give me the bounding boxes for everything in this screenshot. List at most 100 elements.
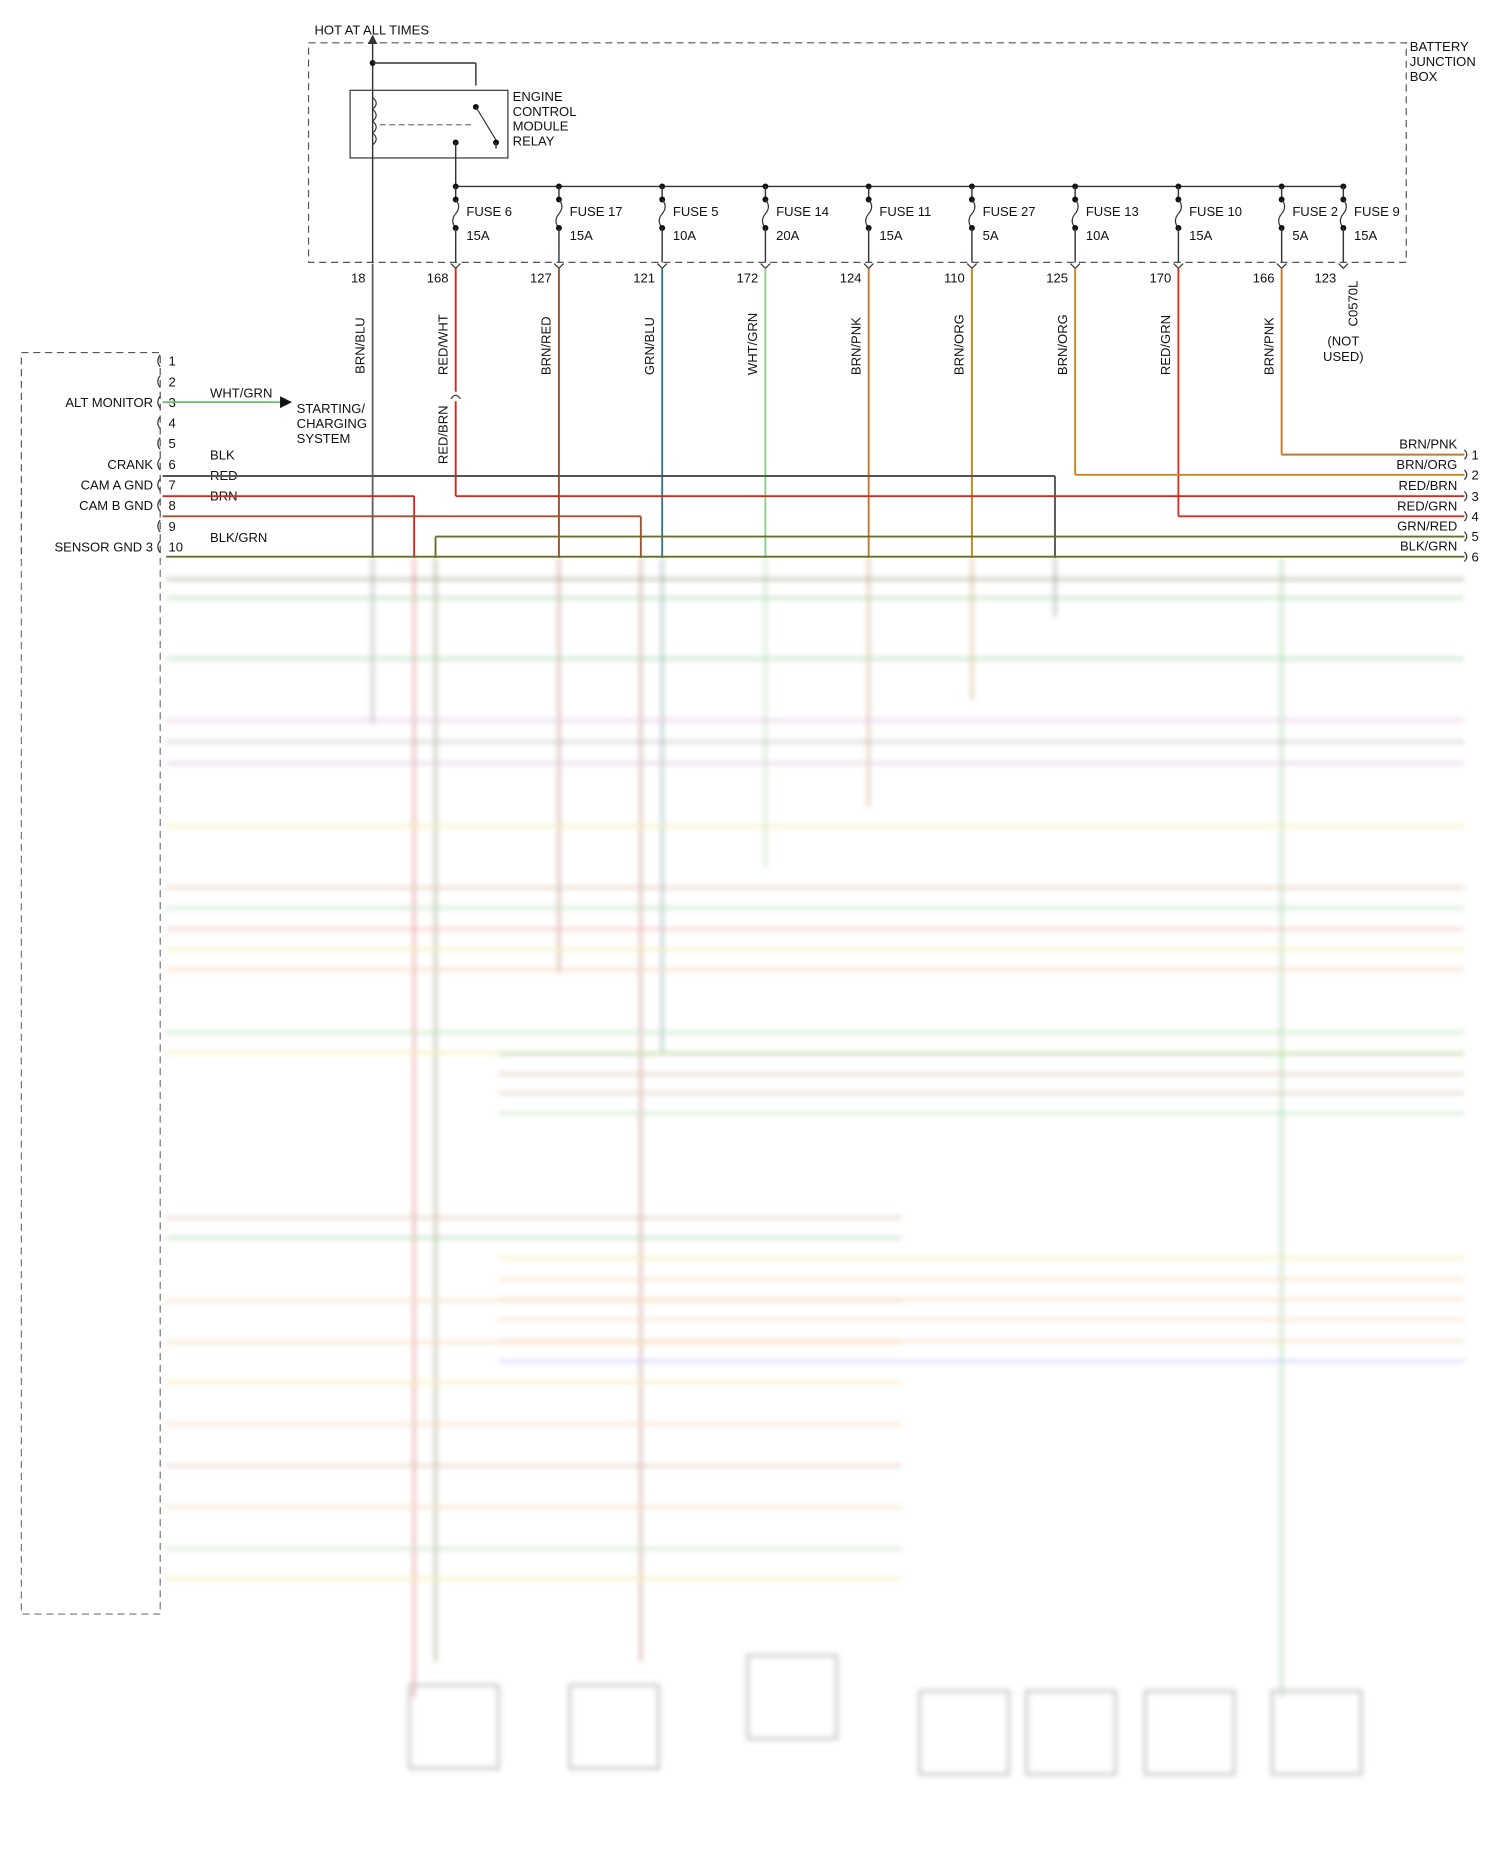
relay-switch <box>475 106 497 141</box>
junction-dot <box>968 183 975 190</box>
label: 10A <box>673 228 697 243</box>
pin <box>157 416 161 430</box>
label: RED/GRN <box>1397 498 1457 513</box>
wire-label: RED/BRN <box>435 405 450 464</box>
label: 7 <box>169 478 176 493</box>
label: 10 <box>169 539 184 554</box>
label: FUSE 14 <box>776 204 829 219</box>
junction-dot <box>659 183 666 190</box>
label: RED/BRN <box>1399 478 1458 493</box>
pin <box>1463 511 1468 522</box>
label: CRANK <box>107 457 153 472</box>
fuse <box>452 199 460 229</box>
blurred-area <box>0 557 1500 1861</box>
pin <box>760 263 771 270</box>
label: 123 <box>1314 271 1336 286</box>
pin <box>1463 449 1468 460</box>
wire-label: BRN/PNK <box>848 317 863 375</box>
label: 5 <box>1472 529 1479 544</box>
pin <box>157 395 161 409</box>
label: CAM B GND <box>79 498 153 513</box>
label: BLK <box>210 447 235 462</box>
label: 6 <box>169 457 176 472</box>
label: 5A <box>1292 228 1308 243</box>
label: 5A <box>983 228 999 243</box>
label: 172 <box>737 271 759 286</box>
fuse <box>761 199 769 229</box>
pin <box>1069 263 1081 270</box>
wire-label: BRN/PNK <box>1261 317 1276 375</box>
label: BLK/GRN <box>1400 539 1457 554</box>
junction-dot <box>1278 183 1285 190</box>
label: GRN/RED <box>1397 519 1457 534</box>
pin <box>157 540 161 554</box>
label: 10A <box>1086 228 1110 243</box>
wire-label: BRN/RED <box>539 316 554 375</box>
label: ENGINE <box>513 89 563 104</box>
label: FUSE 6 <box>466 204 512 219</box>
fuse <box>658 199 666 229</box>
label: MODULE <box>513 119 569 134</box>
label: 15A <box>1189 228 1213 243</box>
pin <box>1463 551 1468 562</box>
relay-coil <box>371 96 377 146</box>
label: 15A <box>879 228 903 243</box>
pin <box>1463 469 1468 480</box>
arrow <box>367 34 378 45</box>
label: 5 <box>169 436 176 451</box>
pin <box>966 263 978 270</box>
label: 15A <box>570 228 594 243</box>
label: 18 <box>351 271 366 286</box>
wire-label: GRN/BLU <box>642 317 657 375</box>
label: 124 <box>840 271 862 286</box>
label: FUSE 11 <box>879 204 931 219</box>
label: BLK/GRN <box>210 530 267 545</box>
label: 110 <box>944 271 965 286</box>
label: BOX <box>1410 69 1438 84</box>
label: 121 <box>633 271 655 286</box>
label: JUNCTION <box>1410 54 1476 69</box>
wire-label: RED/GRN <box>1158 315 1173 375</box>
label: 4 <box>169 416 176 431</box>
fuse <box>555 199 563 229</box>
fuse <box>1174 199 1182 229</box>
label: 3 <box>1472 489 1479 504</box>
junction-dot <box>1340 183 1347 190</box>
label: BRN/PNK <box>1399 437 1457 452</box>
pin <box>157 519 161 533</box>
pin <box>157 457 161 471</box>
label: 1 <box>1472 447 1479 462</box>
pin <box>553 263 565 270</box>
fuse <box>865 199 873 229</box>
splice <box>450 394 461 400</box>
arrow <box>280 396 292 409</box>
wire-label: WHT/GRN <box>745 313 760 375</box>
label: FUSE 5 <box>673 204 719 219</box>
label: 2 <box>169 374 176 389</box>
label: USED) <box>1323 349 1364 364</box>
label: 168 <box>427 271 449 286</box>
label: FUSE 27 <box>983 204 1036 219</box>
label: 15A <box>466 228 490 243</box>
label: 4 <box>1472 509 1479 524</box>
label: 8 <box>169 498 176 513</box>
fade <box>0 557 1500 1861</box>
label: CONTROL <box>513 104 577 119</box>
junction-dot <box>1072 183 1079 190</box>
junction-dot <box>762 183 769 190</box>
label: 166 <box>1253 271 1275 286</box>
wire-label: BRN/ORG <box>952 314 967 375</box>
label: HOT AT ALL TIMES <box>314 23 429 38</box>
label: FUSE 2 <box>1292 204 1338 219</box>
pin <box>157 499 161 512</box>
label: 1 <box>169 354 176 369</box>
pin <box>450 263 461 270</box>
pin <box>157 375 161 388</box>
label: RELAY <box>513 133 555 148</box>
label: 125 <box>1046 271 1068 286</box>
junction-dot <box>452 183 459 190</box>
pin <box>1338 263 1349 270</box>
wire-label: BRN/BLU <box>352 317 367 374</box>
